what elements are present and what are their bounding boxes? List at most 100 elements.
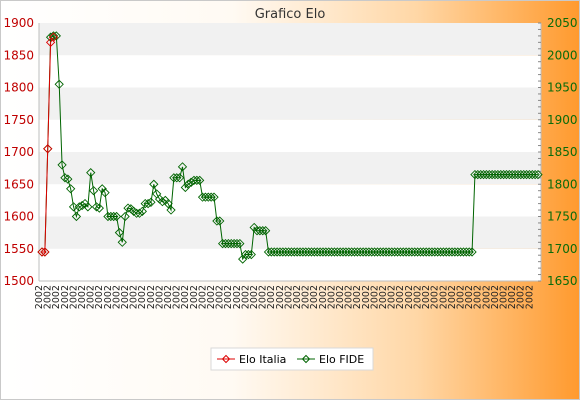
grid-band: [39, 119, 541, 152]
x-tick-label: 2002: [361, 285, 372, 309]
elo-fide-point: [51, 31, 61, 41]
right-tick-label: 1950: [547, 81, 578, 95]
elo-fide-point: [157, 197, 168, 207]
elo-fide-point: [91, 202, 102, 212]
x-tick-label: 2002: [455, 285, 466, 309]
x-tick-label: 2002: [86, 285, 97, 309]
elo-fide-point: [66, 184, 76, 194]
x-tick-label: 2002: [447, 285, 458, 309]
left-tick-label: 1550: [3, 242, 34, 256]
elo-fide-point: [100, 187, 110, 198]
x-tick-label: 2002: [120, 285, 131, 309]
grid-band: [39, 23, 541, 56]
grid-bands: [38, 23, 542, 282]
elo-fide-point: [120, 211, 130, 222]
x-tick-label: 2002: [430, 285, 441, 309]
x-tick-label: 2002: [94, 285, 105, 309]
x-tick-label: 2002: [387, 285, 398, 309]
x-tick-label: 2002: [275, 285, 286, 309]
elo-fide-point: [183, 179, 193, 189]
elo-fide-point: [86, 168, 96, 178]
grid-band: [39, 216, 541, 249]
elo-italia-point: [48, 32, 59, 42]
elo-fide-point: [134, 208, 145, 218]
x-tick-label: 2002: [490, 285, 501, 309]
series-elo-italia: [37, 32, 59, 257]
elo-fide-point: [464, 247, 474, 257]
x-tick-label: 2002: [146, 285, 157, 309]
x-tick-label: 2002: [232, 285, 243, 309]
x-tick-label: 2002: [421, 285, 432, 309]
right-tick-label: 2000: [547, 48, 578, 62]
right-tick-label: 1700: [547, 242, 578, 256]
grid-band: [39, 55, 541, 88]
elo-fide-point: [48, 31, 59, 41]
left-tick-label: 1500: [3, 274, 34, 288]
elo-fide-point: [243, 249, 254, 260]
elo-fide-point: [192, 175, 202, 186]
x-tick-label: 2002: [172, 285, 183, 309]
x-axis-ticks: 2002200220022002200220022002200220022002…: [34, 285, 535, 309]
elo-fide-point: [258, 226, 268, 236]
elo-fide-point: [533, 169, 543, 180]
right-tick-label: 1750: [547, 210, 578, 224]
x-tick-label: 2002: [249, 285, 260, 309]
x-tick-label: 2002: [137, 285, 148, 309]
series-elo-fide: [37, 31, 543, 264]
x-tick-label: 2002: [206, 285, 217, 309]
right-tick-label: 1900: [547, 113, 578, 127]
x-tick-label: 2002: [223, 285, 234, 309]
x-tick-label: 2002: [283, 285, 294, 309]
elo-fide-point: [83, 202, 93, 212]
elo-fide-point: [260, 226, 271, 236]
grid-band: [39, 87, 541, 120]
elo-fide-point: [177, 162, 188, 172]
elo-fide-point: [71, 211, 82, 222]
elo-fide-point: [149, 179, 159, 189]
elo-fide-point: [74, 202, 84, 212]
x-tick-label: 2002: [369, 285, 380, 309]
x-tick-label: 2002: [326, 285, 337, 309]
elo-fide-point: [77, 200, 87, 211]
elo-fide-point: [109, 211, 119, 222]
elo-fide-point: [195, 175, 205, 186]
x-tick-label: 2002: [258, 285, 269, 309]
legend-box: [210, 347, 374, 371]
x-tick-label: 2002: [111, 285, 122, 309]
left-tick-label: 1600: [3, 210, 34, 224]
left-tick-label: 1850: [3, 48, 34, 62]
elo-fide-point: [246, 249, 256, 260]
elo-fide-point: [94, 203, 104, 213]
left-y-axis: 1500 1550 1600 1650 1700 1750 1800 1850 1900: [3, 16, 34, 288]
x-tick-label: 2002: [378, 285, 389, 309]
elo-fide-point: [143, 198, 153, 209]
x-tick-label: 2002: [498, 285, 509, 309]
elo-fide-point: [212, 216, 222, 226]
elo-fide-point: [174, 173, 185, 183]
elo-fide-point: [206, 192, 216, 202]
x-tick-label: 2002: [412, 285, 423, 309]
x-tick-label: 2002: [335, 285, 346, 309]
elo-fide-point: [97, 184, 107, 194]
elo-fide-point: [467, 247, 477, 257]
elo-fide-point: [117, 237, 127, 247]
x-tick-label: 2002: [43, 285, 54, 309]
elo-italia-line: [42, 36, 54, 253]
grid-band: [39, 152, 541, 185]
elo-fide-point: [215, 216, 225, 226]
x-tick-label: 2002: [189, 285, 200, 309]
elo-fide-point: [530, 169, 540, 180]
x-tick-label: 2002: [352, 285, 363, 309]
elo-fide-point: [123, 203, 133, 213]
legend-marker-elo-fide: [301, 354, 311, 364]
x-tick-label: 2002: [163, 285, 174, 309]
x-tick-label: 2002: [524, 285, 535, 309]
elo-italia-point: [40, 247, 50, 257]
right-tick-label: 2050: [547, 16, 578, 30]
elo-fide-point: [57, 160, 67, 170]
elo-fide-point: [111, 211, 122, 222]
x-tick-label: 2002: [240, 285, 251, 309]
x-tick-label: 2002: [215, 285, 226, 309]
